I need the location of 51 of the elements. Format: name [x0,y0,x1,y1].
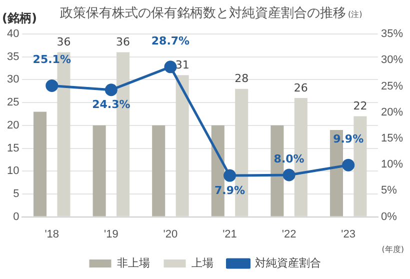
y-tick-label: 35 [6,50,20,63]
x-tick-label: '19 [104,228,118,240]
y-tick-label: 20 [6,119,20,132]
data-label: 36 [56,36,71,49]
y2-tick-label: 0% [380,210,398,223]
bar [152,125,166,216]
x-tick-label: '23 [341,228,356,240]
x-tick-label: '21 [222,228,237,240]
y2-tick-label: 15% [380,132,404,144]
data-label: 22 [353,100,368,113]
data-label: 25.1% [32,53,71,66]
point [104,84,118,96]
point [342,158,355,172]
bar [34,112,47,216]
y2-tick-label: 20% [380,106,404,118]
text: (注) [348,10,362,19]
y2-tick-label: 5% [380,184,398,197]
y2-tick-label: 35% [380,28,404,40]
data-label: 7.9% [214,184,246,197]
data-label: 24.3% [92,98,130,112]
x-axis-title: (年度) [382,244,404,255]
legend-label: 非上場 [116,256,150,270]
data-label: 31 [175,58,190,72]
x-tick-label: '20 [163,228,178,240]
y-tick-label: 5 [13,188,20,200]
data-label: 8.0% [274,152,304,166]
y-tick-label: 30 [6,74,20,86]
data-label: 36 [116,36,130,49]
y-tick-label: 40 [6,28,20,40]
y-axis-title: (銘柄) [2,10,37,27]
x-tick-label: '18 [44,228,60,240]
x-tick-label: '22 [282,228,296,240]
y2-tick-label: 30% [380,54,404,66]
data-label: 28.7% [151,34,190,48]
bar [92,125,106,216]
y-tick-label: 15 [6,142,20,154]
point [282,168,296,182]
y2-tick-label: 10% [380,158,404,171]
y-tick-label: 0 [13,210,20,223]
data-label: 26 [294,81,308,94]
legend-label: 対純資産割合 [254,256,321,270]
point [46,79,58,92]
y2-tick-label: 25% [380,80,404,92]
y-tick-label: 10 [6,165,20,178]
chart-title: 政策保有株式の保有銘柄数と対純資産割合の推移 [60,6,346,21]
data-label: 9.9% [333,132,364,146]
point [164,60,177,74]
data-label: 28 [234,72,249,86]
legend-label: 上場 [191,256,214,270]
y-tick-label: 25 [6,96,20,109]
point [224,169,236,182]
